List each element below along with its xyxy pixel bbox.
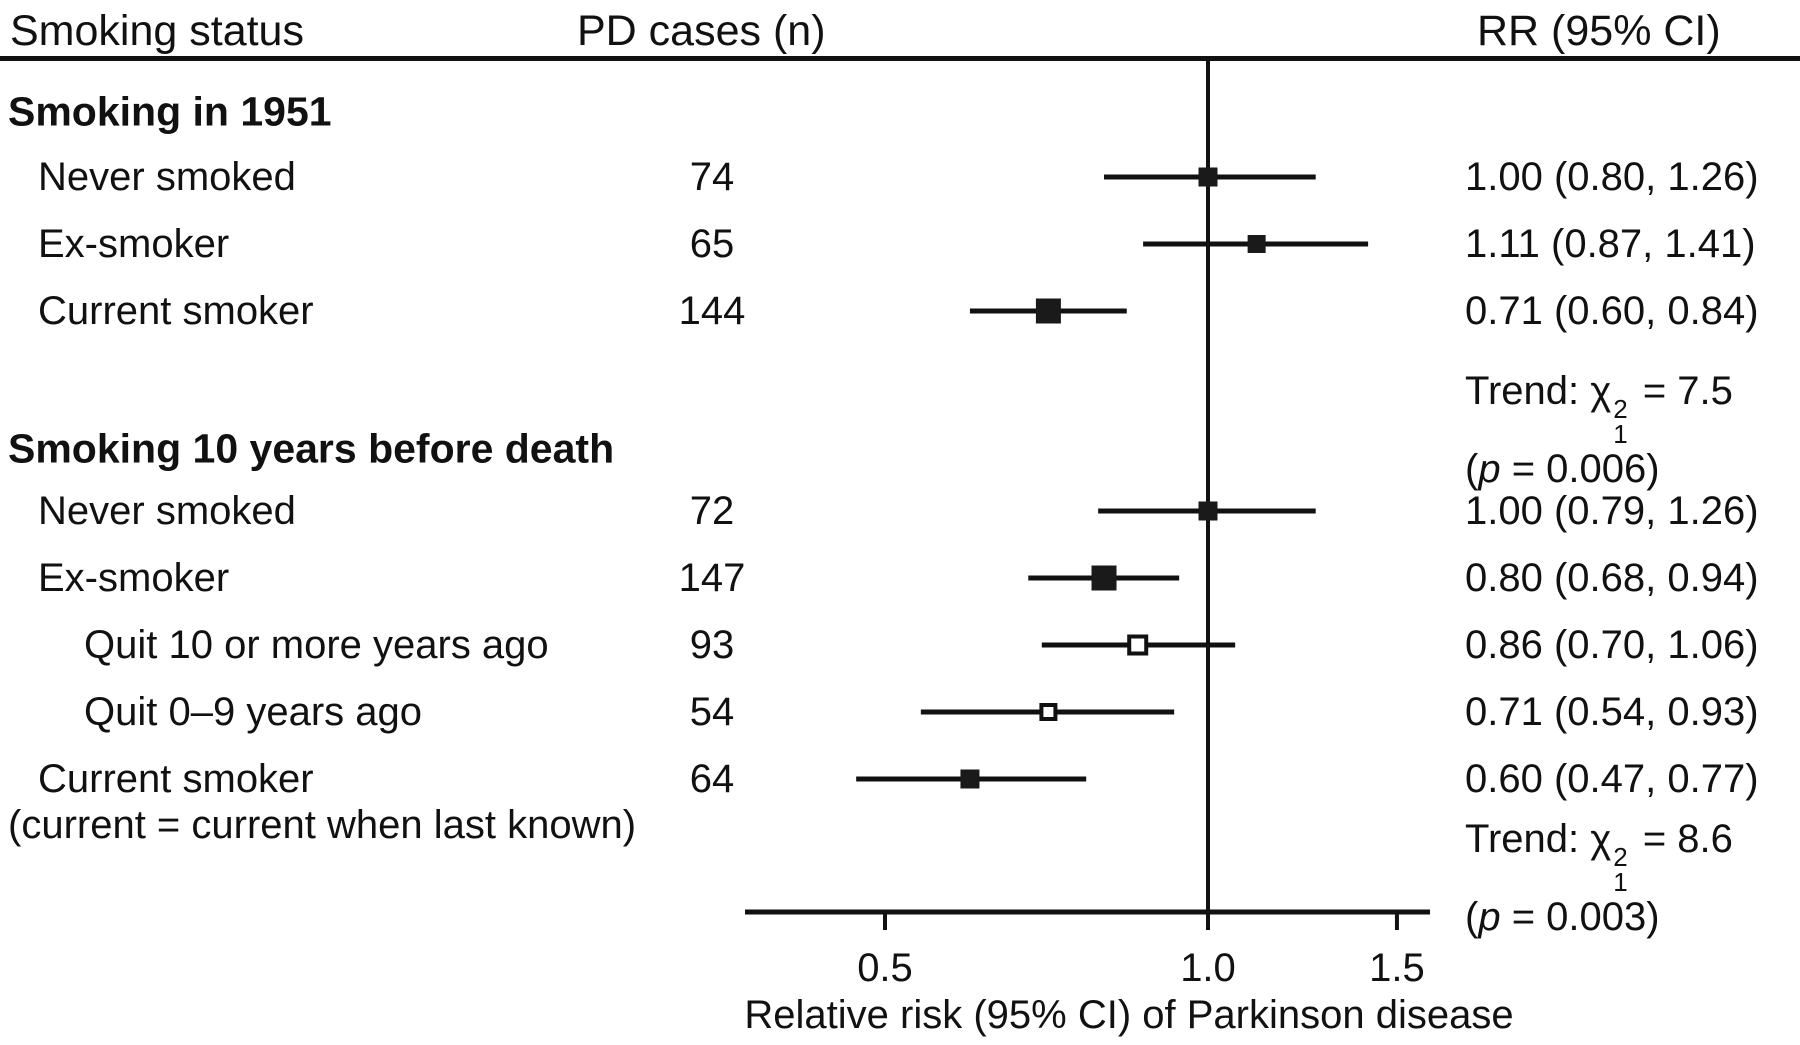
point-estimate-marker-filled — [1247, 235, 1266, 253]
section-heading: Smoking in 1951 — [8, 88, 332, 135]
row-label: Current smoker — [38, 289, 314, 333]
header-divider — [0, 56, 1800, 61]
point-estimate-marker-open — [1039, 703, 1058, 721]
point-estimate-marker-filled — [1198, 501, 1218, 521]
x-axis-tick-label: 1.0 — [1180, 946, 1236, 990]
row-rr-ci: 0.71 (0.60, 0.84) — [1465, 289, 1759, 333]
row-label: Quit 0–9 years ago — [84, 690, 422, 734]
row-pd-cases: 65 — [689, 222, 735, 266]
point-estimate-marker-filled — [1035, 298, 1061, 324]
row-pd-cases: 144 — [678, 289, 746, 333]
x-axis-tick-label: 0.5 — [857, 946, 913, 990]
row-rr-ci: 1.11 (0.87, 1.41) — [1465, 222, 1756, 266]
row-label: Ex-smoker — [38, 556, 230, 600]
row-rr-ci: 1.00 (0.80, 1.26) — [1465, 155, 1759, 199]
row-pd-cases: 74 — [689, 155, 735, 199]
trend-p-value: (p = 0.003) — [1465, 895, 1660, 940]
column-header-rr-ci: RR (95% CI) — [1477, 7, 1721, 55]
x-axis-tick-label: 1.5 — [1369, 946, 1425, 990]
point-estimate-marker-filled — [1198, 167, 1218, 187]
row-label: Ex-smoker — [38, 222, 230, 266]
row-rr-ci: 0.60 (0.47, 0.77) — [1465, 757, 1759, 801]
row-label: Current smoker — [38, 757, 314, 801]
current-smoker-footnote: (current = current when last known) — [8, 803, 637, 847]
row-rr-ci: 0.71 (0.54, 0.93) — [1465, 690, 1759, 734]
row-pd-cases: 147 — [678, 556, 746, 600]
row-label: Quit 10 or more years ago — [84, 623, 549, 667]
row-pd-cases: 93 — [689, 623, 735, 667]
column-header-smoking-status: Smoking status — [10, 7, 304, 55]
row-pd-cases: 54 — [689, 690, 735, 734]
trend-p-value: (p = 0.006) — [1465, 447, 1660, 492]
row-pd-cases: 72 — [689, 489, 735, 533]
point-estimate-marker-filled — [960, 769, 980, 789]
row-rr-ci: 1.00 (0.79, 1.26) — [1465, 489, 1759, 533]
column-header-pd-cases: PD cases (n) — [577, 7, 826, 55]
row-label: Never smoked — [38, 489, 296, 533]
row-rr-ci: 0.86 (0.70, 1.06) — [1465, 623, 1759, 667]
row-rr-ci: 0.80 (0.68, 0.94) — [1465, 556, 1759, 600]
row-pd-cases: 64 — [689, 757, 735, 801]
point-estimate-marker-open — [1127, 634, 1149, 656]
section-heading: Smoking 10 years before death — [8, 425, 615, 472]
point-estimate-marker-filled — [1091, 565, 1117, 591]
row-label: Never smoked — [38, 155, 296, 199]
x-axis-label: Relative risk (95% CI) of Parkinson dise… — [744, 993, 1514, 1037]
